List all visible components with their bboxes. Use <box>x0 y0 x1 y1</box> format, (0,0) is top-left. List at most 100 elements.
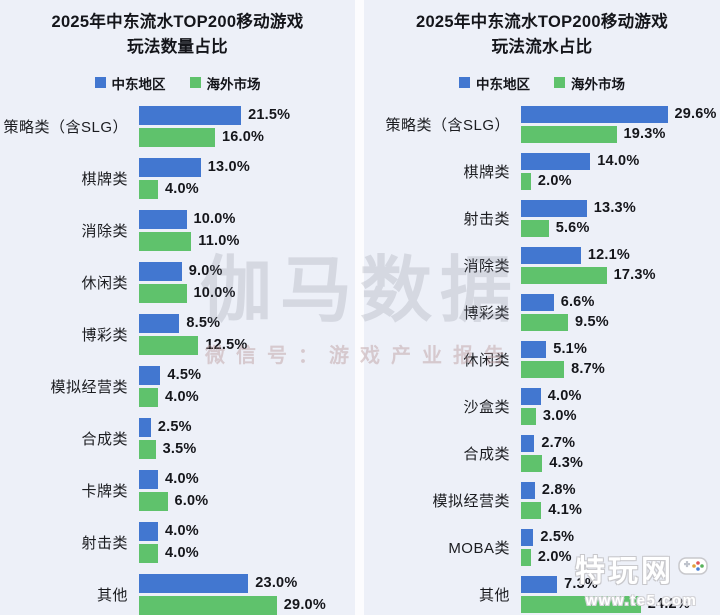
bar-pair: 12.1% 17.3% <box>521 246 720 284</box>
category-label: 射击类 <box>463 210 510 228</box>
category-label: 休闲类 <box>81 274 128 292</box>
category-label: 其他 <box>478 586 510 604</box>
bar-value-label: 9.5% <box>575 314 609 330</box>
bar-line: 12.1% <box>521 246 720 264</box>
bar-overseas <box>521 360 565 378</box>
bar-line: 4.0% <box>139 521 355 541</box>
category-row: 消除类 12.1% 17.3% <box>364 246 720 284</box>
category-row: 休闲类 5.1% 8.7% <box>364 340 720 378</box>
bar-value-label: 29.0% <box>283 597 326 613</box>
bar-middle-east <box>521 340 547 358</box>
bar-overseas <box>139 283 187 303</box>
bar-value-label: 4.0% <box>165 389 199 405</box>
bar-middle-east <box>521 387 541 405</box>
category-row: 射击类 13.3% 5.6% <box>364 199 720 237</box>
chart-title: 2025年中东流水TOP200移动游戏 玩法流水占比 <box>364 10 720 60</box>
bar-pair: 13.0% 4.0% <box>139 157 355 199</box>
bar-middle-east <box>521 528 534 546</box>
category-row: 博彩类 6.6% 9.5% <box>364 293 720 331</box>
bar-line: 21.5% <box>139 105 355 125</box>
bar-overseas <box>521 266 607 284</box>
bar-overseas <box>139 179 158 199</box>
bar-value-label: 6.0% <box>174 493 209 509</box>
bar-line: 4.0% <box>521 387 720 405</box>
bar-value-label: 29.6% <box>674 106 717 122</box>
bar-pair: 4.0% 3.0% <box>521 387 720 425</box>
bar-line: 4.0% <box>139 469 355 489</box>
bar-value-label: 17.3% <box>613 267 656 283</box>
bar-middle-east <box>139 261 182 281</box>
bar-pair: 2.5% 3.5% <box>139 417 355 459</box>
bar-value-label: 9.0% <box>188 263 223 279</box>
bar-line: 14.0% <box>521 152 720 170</box>
category-row: MOBA类 2.5% 2.0% <box>364 528 720 566</box>
category-label: 博彩类 <box>463 304 510 322</box>
bar-overseas <box>521 125 617 143</box>
bar-pair: 21.5% 16.0% <box>139 105 355 147</box>
bar-middle-east <box>139 365 161 385</box>
bar-value-label: 8.5% <box>186 315 221 331</box>
bar-overseas <box>139 335 199 355</box>
bar-pair: 23.0% 29.0% <box>139 573 355 615</box>
bar-line: 2.5% <box>139 417 355 437</box>
bar-line: 9.0% <box>139 261 355 281</box>
legend-item-middle-east: 中东地区 <box>94 73 166 93</box>
bar-value-label: 6.6% <box>560 294 595 310</box>
bar-line: 9.5% <box>521 313 720 331</box>
bar-pair: 4.0% 4.0% <box>139 521 355 563</box>
category-row: 卡牌类 4.0% 6.0% <box>0 469 355 511</box>
chart-rows: 策略类（含SLG） 29.6% 19.3% 棋牌类 14.0% 2.0% 射击类 13.3% 5… <box>364 105 720 613</box>
bar-line: 2.5% <box>521 528 720 546</box>
category-label: 模拟经营类 <box>432 492 510 510</box>
bar-line: 4.1% <box>521 501 720 519</box>
bar-overseas <box>139 491 168 511</box>
bar-pair: 29.6% 19.3% <box>521 105 720 143</box>
bar-middle-east <box>521 293 554 311</box>
category-row: 策略类（含SLG） 21.5% 16.0% <box>0 105 355 147</box>
bar-pair: 13.3% 5.6% <box>521 199 720 237</box>
bar-middle-east <box>521 246 581 264</box>
bar-line: 2.0% <box>521 548 720 566</box>
bar-line: 13.3% <box>521 199 720 217</box>
bar-value-label: 2.7% <box>541 435 576 451</box>
bar-line: 4.5% <box>139 365 355 385</box>
bar-overseas <box>521 548 531 566</box>
category-row: 射击类 4.0% 4.0% <box>0 521 355 563</box>
bar-value-label: 16.0% <box>222 129 265 145</box>
legend-swatch-blue <box>459 77 470 88</box>
bar-value-label: 23.0% <box>255 575 298 591</box>
category-label: 策略类（含SLG） <box>3 118 128 136</box>
chart-panel-revenue-share: 2025年中东流水TOP200移动游戏 玩法流水占比 中东地区 海外市场 策略类… <box>364 0 720 615</box>
chart-legend: 中东地区 海外市场 <box>364 73 720 93</box>
bar-value-label: 13.0% <box>207 159 250 175</box>
bar-line: 4.3% <box>521 454 720 472</box>
legend-item-overseas: 海外市场 <box>554 73 625 93</box>
chart-rows: 策略类（含SLG） 21.5% 16.0% 棋牌类 13.0% 4.0% 消除类 10.0% 1… <box>0 105 355 615</box>
legend-label: 中东地区 <box>111 76 166 92</box>
bar-line: 24.2% <box>521 595 720 613</box>
bar-value-label: 2.0% <box>537 173 572 189</box>
bar-pair: 8.5% 12.5% <box>139 313 355 355</box>
bar-value-label: 4.0% <box>165 471 199 487</box>
category-label: 沙盒类 <box>463 398 510 416</box>
bar-line: 4.0% <box>139 179 355 199</box>
bar-line: 3.0% <box>521 407 720 425</box>
bar-middle-east <box>139 417 151 437</box>
bar-value-label: 11.0% <box>198 233 240 249</box>
bar-line: 10.0% <box>139 283 355 303</box>
legend-swatch-green <box>554 77 565 88</box>
category-row: 棋牌类 14.0% 2.0% <box>364 152 720 190</box>
category-label: MOBA类 <box>448 539 510 557</box>
category-row: 棋牌类 13.0% 4.0% <box>0 157 355 199</box>
bar-value-label: 2.5% <box>540 529 575 545</box>
bar-line: 2.0% <box>521 172 720 190</box>
bar-middle-east <box>521 105 668 123</box>
bar-overseas <box>521 172 531 190</box>
bar-middle-east <box>139 573 249 593</box>
bar-line: 6.0% <box>139 491 355 511</box>
bar-overseas <box>521 501 542 519</box>
bar-middle-east <box>139 105 242 125</box>
bar-overseas <box>139 439 156 459</box>
category-row: 模拟经营类 2.8% 4.1% <box>364 481 720 519</box>
bar-overseas <box>521 454 543 472</box>
